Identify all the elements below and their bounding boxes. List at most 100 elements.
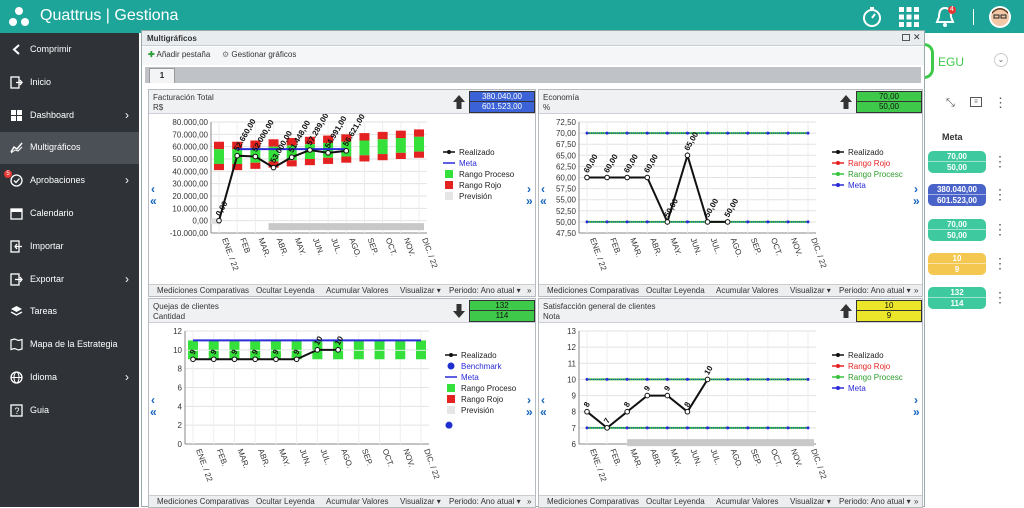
minimize-icon[interactable] <box>902 34 910 41</box>
realizado-point[interactable] <box>724 219 731 225</box>
avatar[interactable] <box>988 5 1012 29</box>
legend-entry[interactable]: Rango Rojo <box>848 362 891 371</box>
previous-chart-icon[interactable]: ‹ <box>541 393 545 407</box>
realizado-point[interactable] <box>644 392 651 399</box>
more-vertical-icon[interactable]: ⋮ <box>993 153 1007 169</box>
realizado-point[interactable] <box>252 356 258 363</box>
footer-button[interactable]: Ocultar Leyenda <box>256 286 315 295</box>
footer-more-button[interactable]: » <box>527 286 532 295</box>
footer-button[interactable]: Visualizar ▾ <box>790 286 831 295</box>
more-vertical-icon[interactable]: ⋮ <box>994 95 1007 110</box>
realizado-point[interactable] <box>604 425 610 431</box>
close-icon[interactable]: ✕ <box>913 32 921 42</box>
realizado-point[interactable] <box>664 219 671 225</box>
realizado-point[interactable] <box>325 150 331 156</box>
legend-entry[interactable]: Realizado <box>461 351 497 360</box>
legend-entry[interactable]: Rango Procesc <box>848 170 903 179</box>
realizado-point[interactable] <box>684 408 691 415</box>
next-chart-icon[interactable]: › <box>914 393 918 407</box>
sidebar-item-multigráficos[interactable]: Multigráficos <box>0 132 139 165</box>
add-tab-button[interactable]: ✚ Añadir pestaña <box>148 50 210 59</box>
realizado-point[interactable] <box>216 217 222 224</box>
last-chart-icon[interactable]: » <box>913 405 920 419</box>
realizado-point[interactable] <box>288 154 295 161</box>
footer-button[interactable]: Periodo: Ano atual ▾ <box>839 286 911 295</box>
realizado-point[interactable] <box>584 408 590 415</box>
first-chart-icon[interactable]: « <box>540 194 547 208</box>
footer-button[interactable]: Acumular Valores <box>326 497 389 506</box>
bell-icon[interactable] <box>933 5 957 29</box>
legend-entry[interactable]: Previsión <box>459 192 492 201</box>
sidebar-item-importar[interactable]: Importar <box>0 231 139 263</box>
realizado-point[interactable] <box>624 174 630 181</box>
footer-button[interactable]: Ocultar Leyenda <box>646 286 705 295</box>
last-chart-icon[interactable]: » <box>913 194 920 208</box>
chevron-down-icon[interactable]: ⌄ <box>994 53 1008 67</box>
more-vertical-icon[interactable]: ⋮ <box>993 289 1007 305</box>
sidebar-item-aprobaciones[interactable]: Aprobaciones › 5 <box>0 165 139 197</box>
legend-entry[interactable]: Rango Rojo <box>461 395 504 404</box>
realizado-point[interactable] <box>234 152 240 159</box>
realizado-point[interactable] <box>273 356 279 363</box>
footer-button[interactable]: Mediciones Comparativas <box>157 286 250 295</box>
first-chart-icon[interactable]: « <box>540 405 547 419</box>
next-chart-icon[interactable]: › <box>527 182 531 196</box>
realizado-point[interactable] <box>584 174 590 181</box>
next-chart-icon[interactable]: › <box>527 393 531 407</box>
footer-button[interactable]: Periodo: Ano atual ▾ <box>839 497 911 506</box>
sidebar-item-guia[interactable]: ? Guia <box>0 395 139 427</box>
footer-button[interactable]: Visualizar ▾ <box>790 497 831 506</box>
apps-grid-icon[interactable] <box>897 5 921 29</box>
more-vertical-icon[interactable]: ⋮ <box>993 221 1007 237</box>
footer-more-button[interactable]: » <box>527 497 532 506</box>
realizado-point[interactable] <box>343 148 350 154</box>
realizado-point[interactable] <box>293 356 300 363</box>
collapse-icon[interactable]: ⤡ <box>946 97 955 109</box>
footer-button[interactable]: Periodo: Ano atual ▾ <box>449 286 521 295</box>
legend-entry[interactable]: Rango Proceso <box>459 170 515 179</box>
footer-button[interactable]: Acumular Valores <box>326 286 389 295</box>
first-chart-icon[interactable]: « <box>150 194 157 208</box>
footer-button[interactable]: Mediciones Comparativas <box>157 497 250 506</box>
realizado-point[interactable] <box>684 152 691 159</box>
realizado-point[interactable] <box>704 219 711 225</box>
next-chart-icon[interactable]: › <box>914 182 918 196</box>
last-chart-icon[interactable]: » <box>526 194 533 208</box>
sidebar-item-inicio[interactable]: Inicio <box>0 67 139 99</box>
footer-button[interactable]: Visualizar ▾ <box>400 286 441 295</box>
legend-entry[interactable]: Meta <box>848 384 866 393</box>
legend-entry[interactable]: Rango Procesc <box>848 373 903 382</box>
realizado-point[interactable] <box>252 153 259 160</box>
sidebar-item-exportar[interactable]: Exportar › <box>0 264 139 296</box>
sidebar-item-calendario[interactable]: Calendario <box>0 198 139 230</box>
more-vertical-icon[interactable]: ⋮ <box>993 255 1007 271</box>
previous-chart-icon[interactable]: ‹ <box>151 182 155 196</box>
previous-chart-icon[interactable]: ‹ <box>151 393 155 407</box>
list-icon[interactable]: ≡ <box>970 97 982 107</box>
tab-1[interactable]: 1 <box>149 68 175 83</box>
legend-entry[interactable]: Previsión <box>461 406 494 415</box>
legend-entry[interactable]: Meta <box>848 181 866 190</box>
first-chart-icon[interactable]: « <box>150 405 157 419</box>
more-vertical-icon[interactable]: ⋮ <box>993 186 1007 202</box>
realizado-point[interactable] <box>210 356 217 363</box>
legend-entry[interactable]: Meta <box>459 159 477 168</box>
footer-more-button[interactable]: » <box>914 497 919 506</box>
footer-button[interactable]: Ocultar Leyenda <box>646 497 705 506</box>
footer-button[interactable]: Mediciones Comparativas <box>547 286 640 295</box>
footer-button[interactable]: Periodo: Ano atual ▾ <box>449 497 521 506</box>
footer-button[interactable]: Acumular Valores <box>716 497 779 506</box>
footer-button[interactable]: Acumular Valores <box>716 286 779 295</box>
footer-button[interactable]: Visualizar ▾ <box>400 497 441 506</box>
sidebar-item-idioma[interactable]: Idioma › <box>0 362 139 394</box>
legend-entry[interactable]: Rango Proceso <box>461 384 517 393</box>
realizado-point[interactable] <box>335 347 341 353</box>
realizado-point[interactable] <box>704 376 711 383</box>
sidebar-item-mapa-de-la-estrategia[interactable]: Mapa de la Estrategia <box>0 329 139 361</box>
legend-entry[interactable]: Benchmark <box>461 362 502 371</box>
legend-entry[interactable]: Rango Rojo <box>459 181 502 190</box>
legend-entry[interactable]: Rango Rojo <box>848 159 891 168</box>
sidebar-item-comprimir[interactable]: Comprimir <box>0 34 139 66</box>
footer-button[interactable]: Mediciones Comparativas <box>547 497 640 506</box>
timer-icon[interactable] <box>860 5 884 29</box>
